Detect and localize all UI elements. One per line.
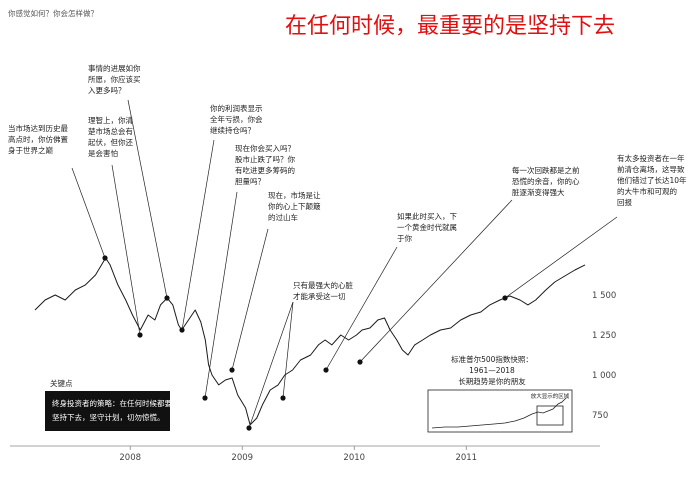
annotation-text: 高点时，你仿佛置 [8,134,68,144]
key-label: 关键点 [50,378,73,388]
y-tick-label: 1 500 [592,291,616,301]
key-box [45,391,170,431]
annotation-text: 如果此时买入，下 [397,211,457,221]
x-tick-label: 2009 [231,453,253,463]
annotation-text: 只有最强大的心脏 [293,280,353,290]
annotation-text: 是会害怕 [88,148,118,158]
annotation-text: 起伏，但你还 [88,137,133,147]
annotation-text: 入更多吗？ [88,85,126,95]
annotation-leader [181,139,215,331]
annotation-leader [282,301,294,399]
annotation-dot [102,255,108,261]
annotation-text: 当市场达到历史最 [8,123,68,133]
annotation-text: 的大牛市和可观的 [617,186,677,196]
annotation-dot [502,295,508,301]
annotation-dot [246,425,252,431]
annotation-dot [164,295,170,301]
annotation-text: 全年亏损，你会 [210,114,263,124]
chart-title: 在任何时候，最重要的是坚持下去 [285,14,615,39]
annotation-text: 身于世界之巅 [8,145,53,155]
annotation-text: 所愿，你应该买 [88,74,141,84]
price-line [34,257,586,426]
inset-line [431,397,567,429]
annotation-text: 回报 [617,197,632,207]
annotation-dot [280,395,286,401]
x-tick-label: 2008 [119,453,141,463]
key-text: 坚持下去，坚守计划，切勿惊慌。 [52,412,165,422]
inset-title: 1961—2018 [469,366,515,375]
annotation-text: 于你 [397,233,412,243]
y-tick-label: 750 [592,411,608,421]
annotation-dot [229,367,235,373]
key-text: 终身投资者的策略：在任何时候都要 [52,398,172,408]
annotation-text: 楚市场总会有 [88,126,133,136]
annotation-text: 一个黄金时代就属 [397,222,457,232]
inset-zoom-box [536,405,564,426]
annotation-text: 继续持仓吗？ [210,125,255,135]
annotation-text: 股市止跌了吗？你 [235,154,295,164]
y-tick-label: 1 250 [592,331,616,341]
inset-title: 标准普尔500指数快照： [451,354,533,364]
annotation-leader [71,167,106,259]
annotation-text: 胆量吗？ [235,177,265,186]
annotation-dot [357,359,363,365]
annotation-text: 脏逐渐变得强大 [512,187,565,197]
annotation-dot [202,395,208,401]
annotation-dot [137,332,143,338]
annotation-text: 前清仓离场，这导致 [617,164,685,174]
annotation-leader [504,216,618,299]
x-tick-label: 2011 [455,453,477,463]
y-tick-label: 1 000 [592,371,616,381]
annotation-text: 每一次回跌都是之前 [512,165,580,175]
subtitle: 你感觉如何？你会怎样做？ [8,8,98,18]
annotation-text: 有太多投资者在一年 [617,153,685,163]
annotation-leader [204,191,238,399]
annotation-leader [248,301,294,429]
annotation-text: 有吃进更多筹码的 [235,165,295,175]
annotation-text: 现在你会买入吗？ [235,143,295,153]
inset-title: 长期趋势是你的朋友 [458,376,526,386]
annotation-leader [359,199,513,363]
annotation-leader [231,228,269,371]
x-tick-label: 2010 [343,453,365,463]
annotation-text: 他们错过了长达10年 [617,175,687,185]
annotation-text: 你的利润表显示 [210,103,263,113]
annotation-dot [323,367,329,373]
annotation-leader [325,246,398,371]
annotation-text: 现在，市场是让 [268,190,321,200]
annotation-text: 才能承受这一切 [293,291,346,301]
annotation-text: 恐慌的余音，你的心 [512,176,580,186]
annotation-dot [179,327,185,333]
annotation-text: 理智上，你清 [88,115,133,125]
annotation-text: 你的心上下颠簸 [268,201,321,211]
annotation-leader [127,99,168,299]
annotation-text: 的过山车 [268,212,298,222]
inset-zoom-label: 放大显示的区域 [531,392,570,400]
annotation-text: 事情的进展如你 [88,63,141,73]
annotation-leader [111,164,141,336]
